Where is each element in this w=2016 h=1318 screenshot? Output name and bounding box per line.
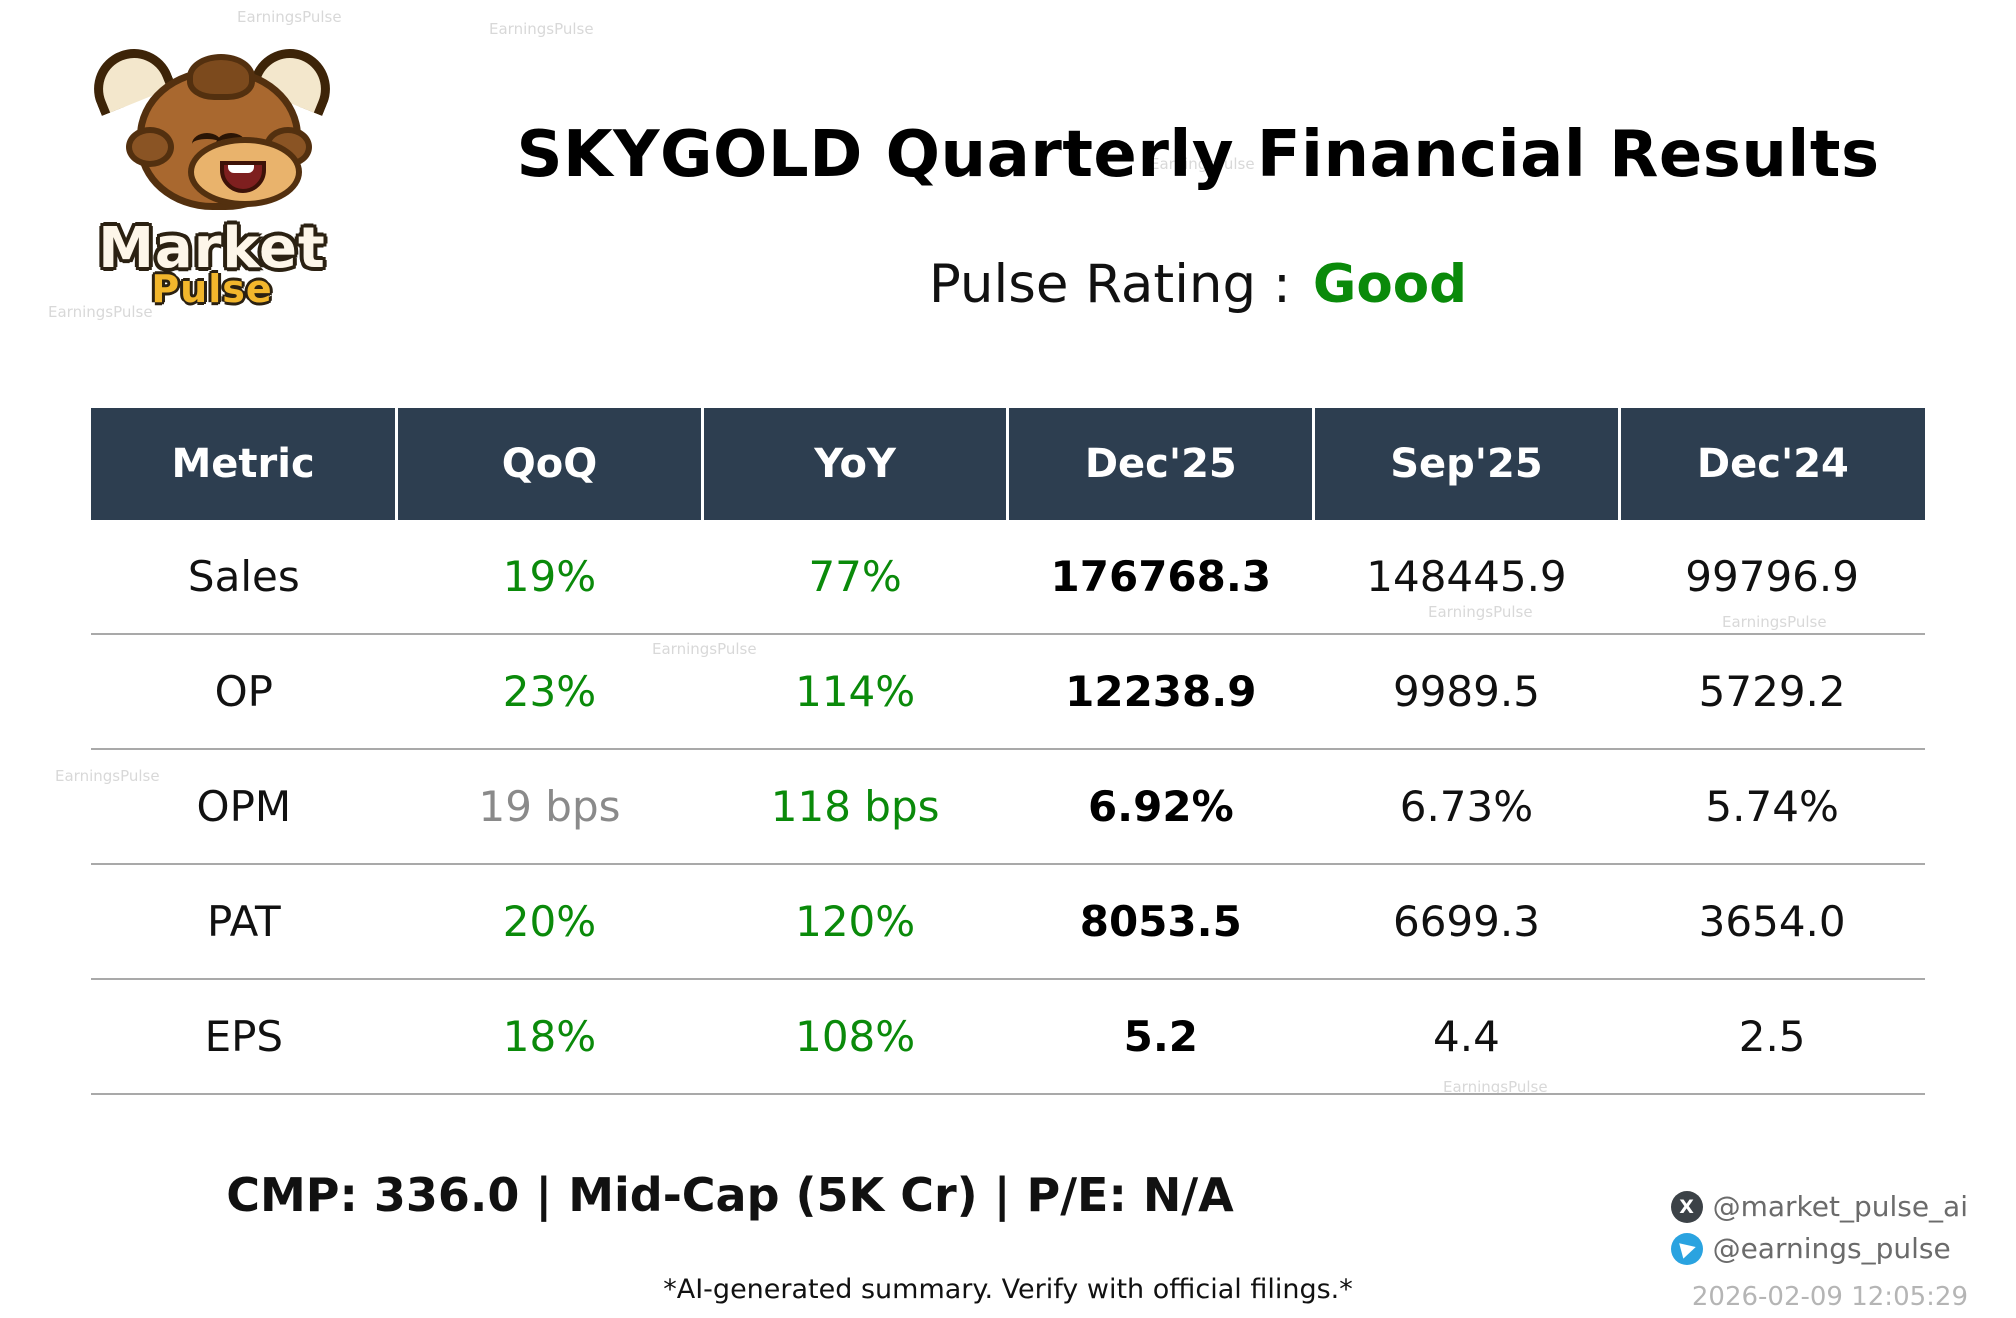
telegram-handle: @earnings_pulse [1712,1232,1951,1265]
yoy-value: 108% [702,979,1008,1095]
dec25-value: 176768.3 [1007,520,1314,635]
qoq-value: 18% [396,979,703,1095]
dec24-value: 3654.0 [1619,864,1925,980]
qoq-value: 19 bps [396,749,703,865]
yoy-value: 114% [702,634,1008,750]
sep25-value: 9989.5 [1313,634,1620,750]
table-row-eps: EPS 18% 108% 5.2 4.4 2.5 [91,979,1925,1095]
metric-label: OPM [91,749,397,865]
metric-label: Sales [91,520,397,635]
metric-label: OP [91,634,397,750]
x-icon: X [1670,1191,1703,1223]
bull-mascot-icon [81,36,343,210]
watermark: EarningsPulse [489,20,594,38]
timestamp: 2026-02-09 12:05:29 [1691,1282,1968,1312]
sep25-value: 6699.3 [1313,864,1620,980]
dec25-value: 12238.9 [1007,634,1314,750]
pulse-rating-value: Good [1312,254,1468,315]
dec24-value: 5.74% [1619,749,1925,865]
yoy-value: 120% [702,864,1008,980]
header: SKYGOLD Quarterly Financial Results Puls… [420,118,1976,315]
table-row-op: OP 23% 114% 12238.9 9989.5 5729.2 [91,634,1925,750]
sep25-value: 6.73% [1313,749,1620,865]
col-header-dec25: Dec'25 [1007,408,1316,520]
col-header-sep25: Sep'25 [1313,408,1621,520]
results-table: Metric QoQ YoY Dec'25 Sep'25 Dec'24 Sale… [91,408,1925,1095]
telegram-handle-row: @earnings_pulse [1670,1228,1968,1270]
ai-disclaimer: *AI-generated summary. Verify with offic… [663,1274,1353,1305]
x-handle-row: X @market_pulse_ai [1670,1186,1968,1228]
table-row-opm: OPM 19 bps 118 bps 6.92% 6.73% 5.74% [91,749,1925,865]
dec24-value: 2.5 [1619,979,1925,1095]
table-row-pat: PAT 20% 120% 8053.5 6699.3 3654.0 [91,864,1925,980]
metric-label: PAT [91,864,397,980]
col-header-qoq: QoQ [396,408,704,520]
col-header-dec24: Dec'24 [1619,408,1925,520]
page-title: SKYGOLD Quarterly Financial Results [516,118,1880,192]
logo-text-market: Market [98,216,326,281]
yoy-value: 118 bps [702,749,1008,865]
results-table-container: Metric QoQ YoY Dec'25 Sep'25 Dec'24 Sale… [91,408,1925,1095]
telegram-icon [1670,1233,1703,1265]
table-row-sales: Sales 19% 77% 176768.3 148445.9 99796.9 [91,520,1925,635]
dec24-value: 99796.9 [1619,520,1925,635]
table-header-row: Metric QoQ YoY Dec'25 Sep'25 Dec'24 [91,408,1925,520]
dec25-value: 8053.5 [1007,864,1314,980]
dec25-value: 6.92% [1007,749,1314,865]
qoq-value: 23% [396,634,703,750]
qoq-value: 20% [396,864,703,980]
social-handles: X @market_pulse_ai @earnings_pulse [1670,1186,1968,1270]
qoq-value: 19% [396,520,703,635]
sep25-value: 4.4 [1313,979,1620,1095]
metric-label: EPS [91,979,397,1095]
x-handle: @market_pulse_ai [1712,1190,1968,1223]
pulse-rating: Pulse Rating : Good [420,254,1976,315]
yoy-value: 77% [702,520,1008,635]
sep25-value: 148445.9 [1313,520,1620,635]
dec24-value: 5729.2 [1619,634,1925,750]
logo-text-pulse: Pulse [151,267,273,311]
watermark: EarningsPulse [237,8,342,26]
cmp-summary: CMP: 336.0 | Mid-Cap (5K Cr) | P/E: N/A [226,1168,1234,1222]
dec25-value: 5.2 [1007,979,1314,1095]
pulse-rating-label: Pulse Rating : [928,254,1291,315]
col-header-metric: Metric [91,408,399,520]
col-header-yoy: YoY [702,408,1010,520]
market-pulse-logo: Market Pulse [72,36,352,338]
